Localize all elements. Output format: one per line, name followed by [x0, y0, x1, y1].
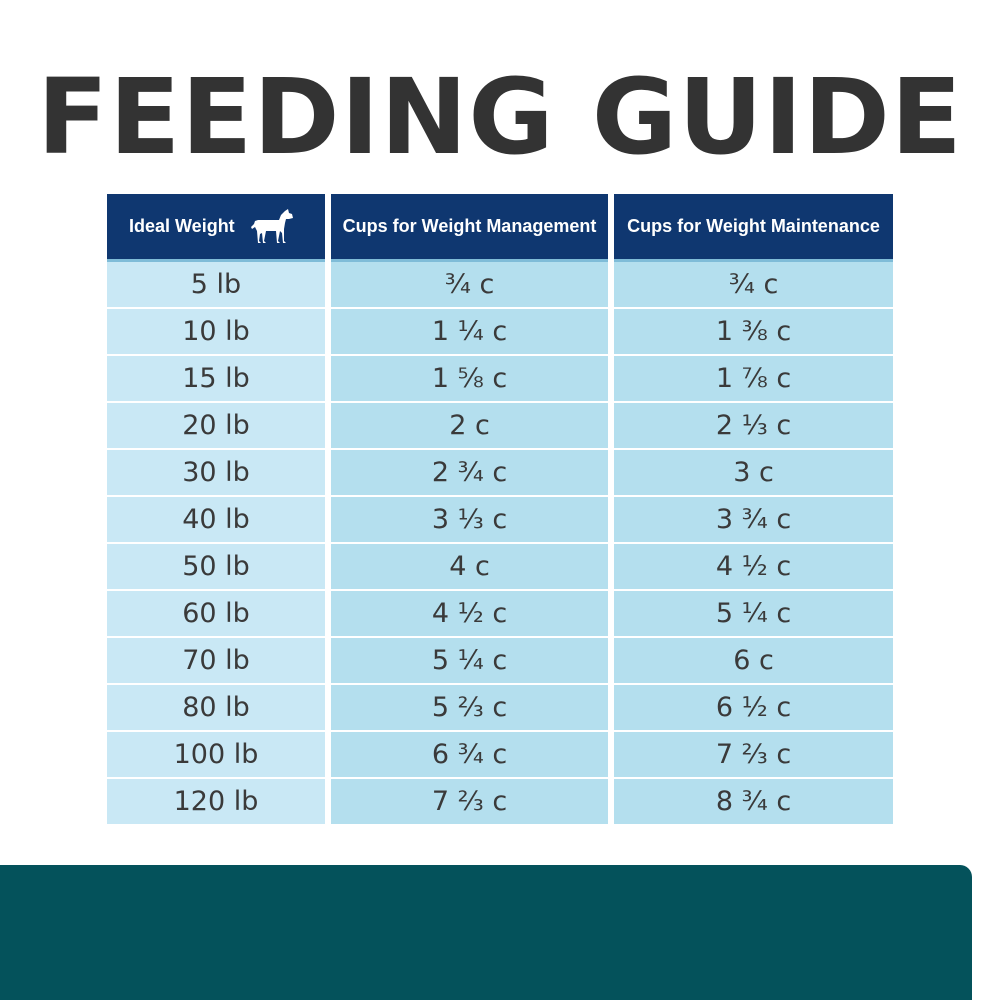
cell-weight-management: 1 ⅝ c [331, 356, 608, 403]
cell-ideal-weight: 10 lb [107, 309, 325, 356]
cell-weight-maintenance: 1 ⅞ c [614, 356, 893, 403]
cell-weight-maintenance: 3 c [614, 450, 893, 497]
cell-weight-management: 5 ¼ c [331, 638, 608, 685]
cell-ideal-weight: 30 lb [107, 450, 325, 497]
cell-weight-maintenance: 6 c [614, 638, 893, 685]
header-ideal-weight-label: Ideal Weight [129, 216, 235, 236]
cell-weight-management: 4 c [331, 544, 608, 591]
cell-ideal-weight: 15 lb [107, 356, 325, 403]
cell-weight-maintenance: 8 ¾ c [614, 779, 893, 826]
footer-bar [0, 865, 972, 1000]
cell-weight-maintenance: 4 ½ c [614, 544, 893, 591]
cell-ideal-weight: 20 lb [107, 403, 325, 450]
cell-weight-management: 5 ⅔ c [331, 685, 608, 732]
cell-weight-maintenance: 1 ⅜ c [614, 309, 893, 356]
cell-weight-management: ¾ c [331, 262, 608, 309]
cell-ideal-weight: 100 lb [107, 732, 325, 779]
cell-weight-management: 2 c [331, 403, 608, 450]
cell-weight-management: 3 ⅓ c [331, 497, 608, 544]
cell-weight-maintenance: 5 ¼ c [614, 591, 893, 638]
cell-weight-maintenance: 7 ⅔ c [614, 732, 893, 779]
cell-weight-maintenance: ¾ c [614, 262, 893, 309]
header-weight-management: Cups for Weight Management [331, 194, 608, 262]
feeding-table: Ideal Weight Cups for Weight Management … [107, 194, 893, 826]
dog-icon [250, 208, 293, 243]
cell-weight-maintenance: 6 ½ c [614, 685, 893, 732]
cell-ideal-weight: 50 lb [107, 544, 325, 591]
cell-ideal-weight: 40 lb [107, 497, 325, 544]
cell-ideal-weight: 120 lb [107, 779, 325, 826]
cell-weight-management: 7 ⅔ c [331, 779, 608, 826]
cell-weight-management: 2 ¾ c [331, 450, 608, 497]
cell-weight-management: 6 ¾ c [331, 732, 608, 779]
table-header-row: Ideal Weight Cups for Weight Management … [107, 194, 893, 262]
cell-ideal-weight: 5 lb [107, 262, 325, 309]
cell-weight-maintenance: 3 ¾ c [614, 497, 893, 544]
cell-ideal-weight: 60 lb [107, 591, 325, 638]
page-title: FEEDING GUIDE [37, 56, 963, 178]
cell-weight-maintenance: 2 ⅓ c [614, 403, 893, 450]
cell-ideal-weight: 80 lb [107, 685, 325, 732]
cell-ideal-weight: 70 lb [107, 638, 325, 685]
cell-weight-management: 1 ¼ c [331, 309, 608, 356]
header-ideal-weight: Ideal Weight [107, 194, 325, 262]
cell-weight-management: 4 ½ c [331, 591, 608, 638]
header-weight-maintenance: Cups for Weight Maintenance [614, 194, 893, 262]
